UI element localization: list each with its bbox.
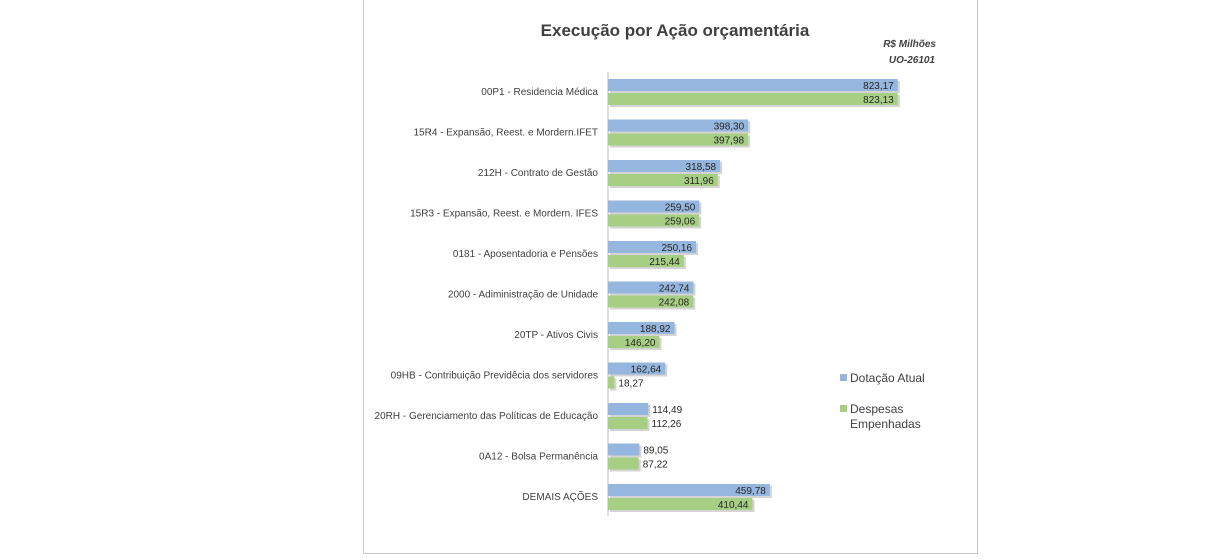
bar-dotacao-atual [608,362,666,375]
data-label: 87,22 [643,460,668,471]
data-label: 188,92 [640,324,671,335]
bar-despesas-empenhadas [608,174,718,186]
bar-despesas-empenhadas [608,417,648,429]
category-label: 0A12 - Bolsa Permanência [479,452,598,463]
chart-unit-label: R$ Milhões [883,39,936,50]
data-label: 823,13 [863,95,894,106]
category-label: 2000 - Adiministração de Unidade [448,290,599,301]
data-label: 459,78 [735,486,766,497]
bars-layer: 00P1 - Residencia Médica 823,17 823,13 15R4… [375,79,900,512]
category-label: 20TP - Ativos Civis [514,330,598,341]
chart-frame: Execução por Ação orçamentária R$ Milhõe… [363,0,978,554]
data-label: 162,64 [631,365,662,376]
bar-despesas-empenhadas [608,255,684,267]
bar-dotacao-atual [608,322,675,334]
bar-chart: Execução por Ação orçamentária R$ Milhõe… [375,21,936,516]
data-label: 311,96 [684,176,714,187]
data-label: 112,26 [652,419,682,430]
bar-dotacao-atual [608,443,640,456]
bar-dotacao-atual [608,200,700,213]
data-label: 398,30 [714,122,745,133]
data-label: 318,58 [686,162,717,173]
data-label: 114,49 [652,405,682,416]
bar-despesas-empenhadas [608,498,753,510]
bar-despesas-empenhadas [608,295,694,308]
legend-swatch-despesas [840,405,847,412]
bar-despesas-empenhadas [608,214,700,227]
bar-dotacao-atual [608,160,721,172]
category-label: 15R4 - Expansão, Reest. e Mordern.IFET [413,128,598,139]
data-label: 89,05 [643,446,668,457]
category-label: 00P1 - Residencia Médica [481,87,598,98]
data-label: 215,44 [649,257,680,268]
chart-uo-label: UO-26101 [889,55,936,66]
bar-dotacao-atual [608,281,694,294]
bar-despesas-empenhadas [608,93,898,105]
bar-dotacao-atual [608,241,697,253]
data-label: 242,08 [659,298,690,309]
category-label: DEMAIS AÇÕES [522,490,598,503]
bar-despesas-empenhadas [608,376,615,389]
data-label: 242,74 [659,284,690,295]
bar-dotacao-atual [608,484,770,496]
category-label: 20RH - Gerenciamento das Políticas de Ed… [375,411,599,422]
legend-swatch-dotacao [840,374,847,381]
data-label: 146,20 [625,338,656,349]
category-label: 0181 - Aposentadoria e Pensões [453,249,598,260]
legend-label-despesas-line2: Empenhadas [850,417,921,431]
data-label: 397,98 [713,136,744,147]
bar-dotacao-atual [608,79,898,91]
bar-despesas-empenhadas [608,133,749,146]
bar-despesas-empenhadas [608,336,660,348]
chart-title: Execução por Ação orçamentária [541,21,810,40]
legend-label-despesas-line1: Despesas [850,402,903,416]
bar-dotacao-atual [608,403,649,415]
legend: Dotação Atual Despesas Empenhadas [840,371,925,431]
bar-despesas-empenhadas [608,457,639,470]
category-label: 15R3 - Expansão, Reest. e Mordern. IFES [410,209,598,220]
data-label: 259,50 [665,203,696,214]
category-label: 09HB - Contribuição Previdêcia dos servi… [391,371,598,382]
data-label: 259,06 [665,217,696,228]
data-label: 823,17 [863,81,894,92]
legend-label-dotacao: Dotação Atual [850,371,925,385]
data-label: 250,16 [661,243,692,254]
bar-dotacao-atual [608,119,749,132]
data-label: 18,27 [618,379,643,390]
category-label: 212H - Contrato de Gestão [478,168,599,179]
data-label: 410,44 [718,500,749,511]
